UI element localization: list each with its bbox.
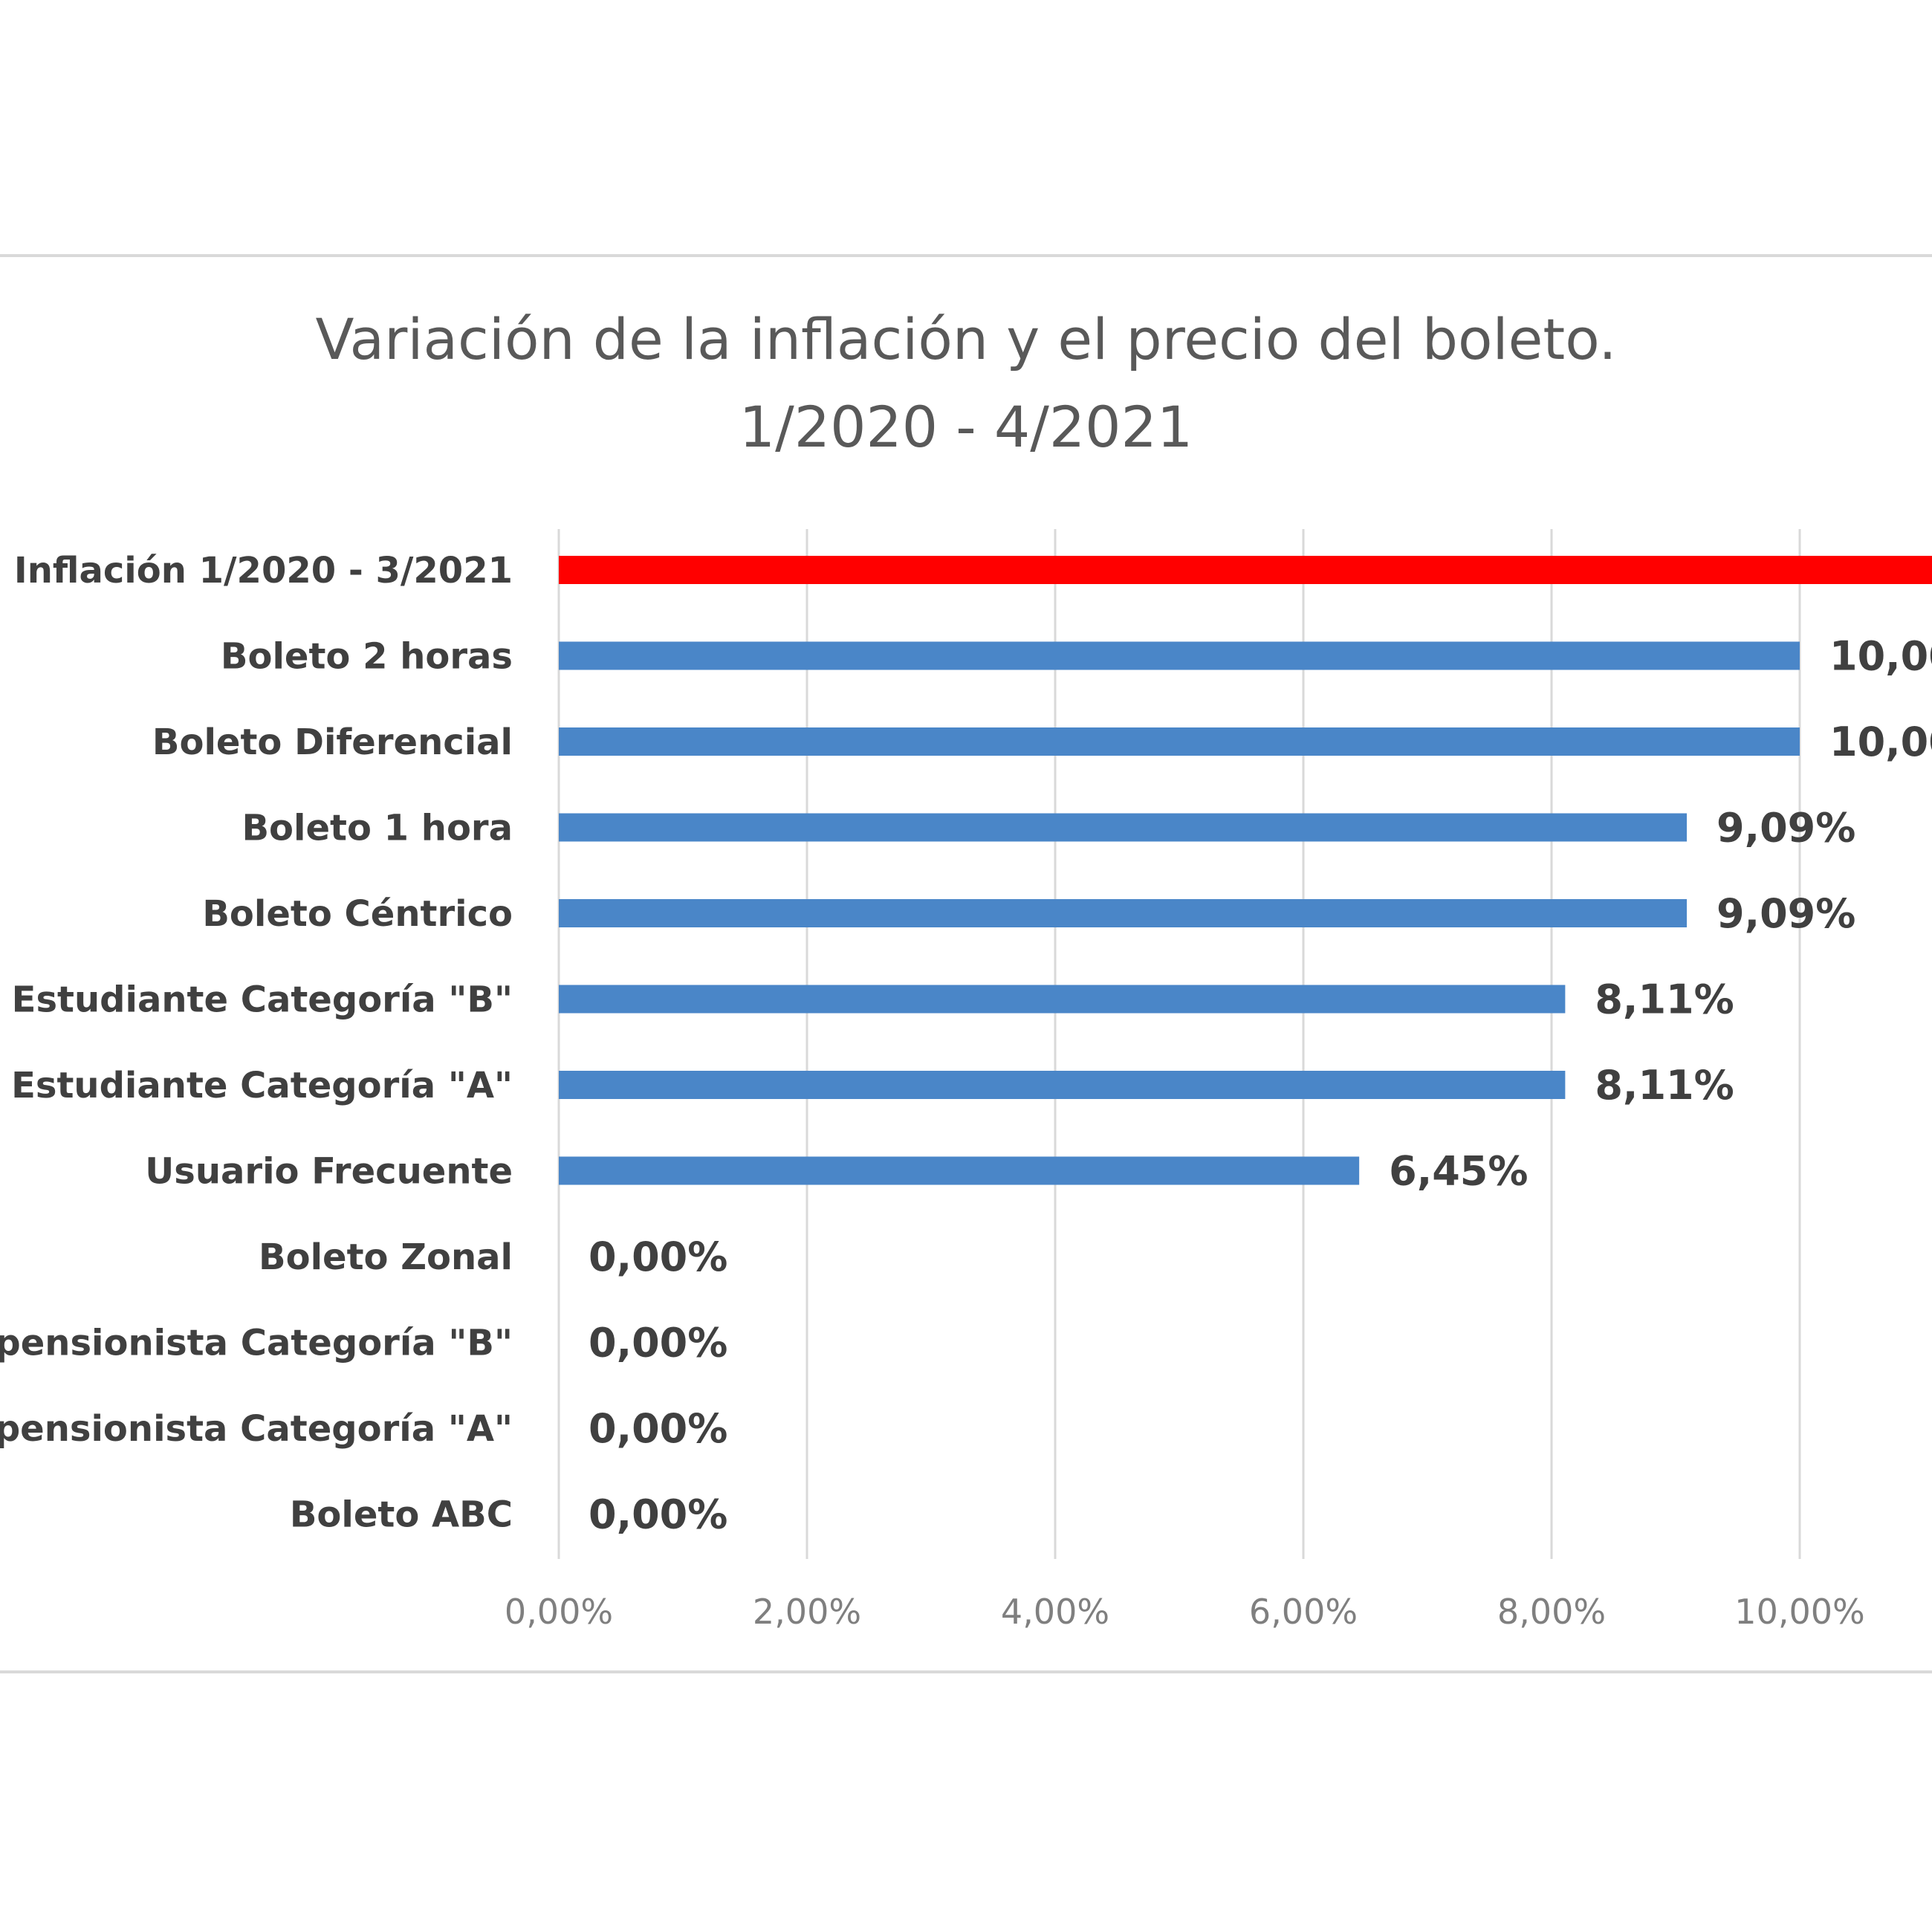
bar [559,641,1800,670]
chart-subtitle: 1/2020 - 4/2021 [739,394,1193,460]
category-label: Jubilado/pensionista Categoría "A" [0,1408,513,1450]
category-label: Boleto Céntrico [202,893,513,935]
x-tick-label: 10,00% [1734,1592,1864,1632]
data-labels: 10,00% 10,00% 9,09% 9,09% 8,11% 8,11% 6,45% 0,0… [589,633,1932,1538]
chart-title-line1: Variación de la inflación y el precio de… [315,306,1617,372]
bar [559,899,1688,927]
gridlines [557,529,1801,1559]
category-label: Boleto Zonal [259,1236,513,1278]
category-label: Boleto Diferencial [152,722,513,763]
x-tick-label: 0,00% [505,1592,613,1632]
category-label: Jubilado/pensionista Categoría "B" [0,1323,513,1364]
x-tick-label: 4,00% [1001,1592,1109,1632]
data-label: 0,00% [589,1234,727,1280]
data-label: 8,11% [1595,1062,1734,1109]
chart-frame [0,254,1932,1673]
category-label: Boleto 1 hora [242,808,513,849]
data-label: 9,09% [1717,805,1855,852]
data-label: 10,00% [1829,633,1932,680]
x-tick-label: 2,00% [753,1592,861,1632]
x-axis-ticks: 0,00% 2,00% 4,00% 6,00% 8,00% 10,00% [505,1592,1865,1632]
category-label: Usuario Frecuente [145,1151,513,1193]
data-label: 0,00% [589,1491,727,1538]
data-label: 0,00% [589,1405,727,1452]
data-label: 8,11% [1595,976,1734,1023]
bars [559,556,1932,1185]
category-label: Estudiante Categoría "A" [11,1065,513,1106]
bar [559,813,1688,842]
data-label: 0,00% [589,1320,727,1367]
x-tick-label: 6,00% [1249,1592,1358,1632]
data-label: 6,45% [1389,1148,1528,1195]
category-label: Inflación 1/2020 - 3/2021 [14,550,513,591]
bar [559,1071,1566,1099]
data-label: 9,09% [1717,890,1855,937]
bar [559,1156,1360,1185]
chart-title: Variación de la inflación y el precio de… [0,296,1932,471]
category-label: Estudiante Categoría "B" [12,979,513,1021]
bar [559,727,1800,756]
category-label: Boleto 2 horas [221,636,513,678]
x-tick-label: 8,00% [1497,1592,1606,1632]
category-labels: Inflación 1/2020 - 3/2021 Boleto 2 horas B… [0,550,513,1536]
data-label: 10,00% [1829,719,1932,765]
bar [559,985,1566,1014]
category-label: Boleto ABC [290,1494,513,1536]
bar [559,556,1932,584]
